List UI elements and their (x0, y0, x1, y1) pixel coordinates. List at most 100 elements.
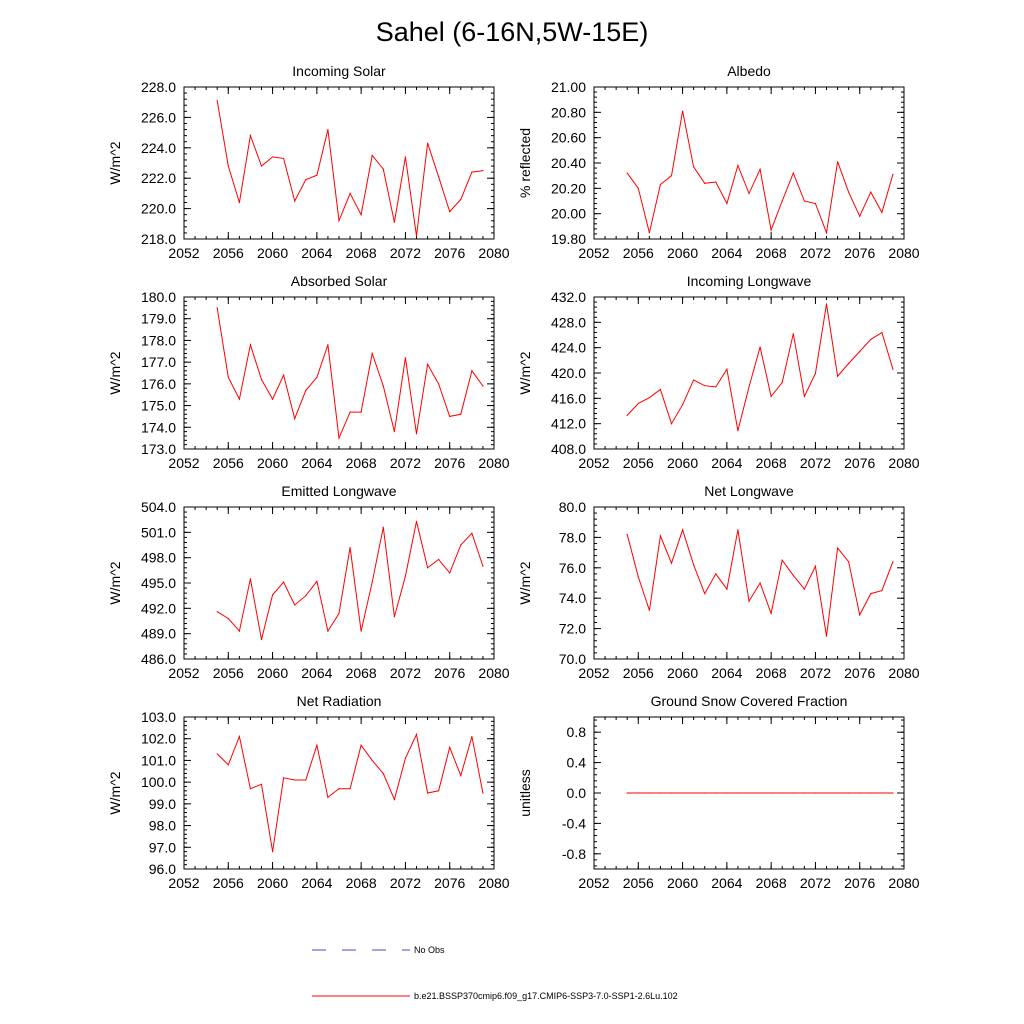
data-point (327, 630, 329, 632)
data-point (737, 430, 739, 432)
data-point (803, 792, 805, 794)
chart-title: Ground Snow Covered Fraction (651, 693, 848, 709)
y-tick-label: 97.0 (149, 839, 176, 855)
data-point (737, 529, 739, 531)
x-tick-label: 2076 (844, 875, 875, 891)
data-point (438, 383, 440, 385)
data-point (659, 792, 662, 794)
data-point (870, 191, 872, 193)
data-point (704, 593, 706, 595)
data-point (836, 792, 839, 794)
legend: No Obs b.e21.BSSP370cmip6.f09_g17.CMIP6-… (312, 945, 678, 1001)
data-point (781, 559, 783, 561)
x-tick-label: 2068 (756, 875, 787, 891)
data-point (404, 156, 407, 158)
data-point (438, 790, 440, 792)
data-point (792, 333, 794, 335)
x-tick-label: 2056 (213, 665, 244, 681)
x-tick-label: 2080 (888, 665, 919, 681)
y-tick-label: 486.0 (141, 651, 176, 667)
chart-panel-5: Emitted Longwave W/m^2 2052 2056 2060 2064 206… (107, 483, 510, 681)
x-tick-label: 2060 (667, 665, 698, 681)
data-point (360, 411, 362, 413)
y-tick-label: 498.0 (141, 550, 176, 566)
x-tick-label: 2064 (301, 875, 332, 891)
plot-frame (183, 716, 495, 870)
data-point (670, 562, 673, 564)
data-point (748, 386, 750, 388)
data-point (415, 520, 418, 522)
data-point (426, 363, 429, 365)
data-point (848, 792, 850, 794)
x-tick-label: 2052 (168, 875, 199, 891)
data-point (792, 792, 794, 794)
y-tick-label: 224.0 (141, 140, 176, 156)
y-tick-label: 78.0 (559, 529, 586, 545)
data-point (238, 630, 240, 632)
data-point (482, 565, 484, 567)
chart-title: Albedo (727, 63, 771, 79)
y-axis-label: W/m^2 (517, 561, 533, 604)
data-point (626, 172, 628, 174)
y-tick-label: 96.0 (149, 861, 176, 877)
data-point (294, 604, 296, 606)
data-point (859, 614, 861, 616)
data-point (715, 181, 717, 183)
data-point (393, 221, 395, 223)
data-point (693, 379, 695, 381)
y-tick-label: 74.0 (559, 590, 586, 606)
x-tick-label: 2068 (756, 665, 787, 681)
chart-title: Absorbed Solar (291, 273, 388, 289)
x-tick-label: 2060 (257, 245, 288, 261)
data-point (803, 588, 805, 590)
data-point (371, 759, 373, 762)
x-tick-label: 2080 (888, 455, 919, 471)
data-point (870, 338, 872, 341)
series-line (216, 307, 484, 441)
data-point (460, 413, 462, 415)
plot-frame (593, 296, 905, 450)
data-point (748, 600, 750, 602)
data-point (371, 352, 373, 355)
data-point (438, 558, 440, 560)
data-point (693, 564, 695, 566)
data-point (881, 590, 883, 592)
data-point (848, 561, 850, 563)
data-point (327, 344, 329, 346)
data-point (360, 744, 362, 746)
data-point (759, 346, 761, 348)
x-tick-label: 2064 (301, 455, 332, 471)
data-point (870, 792, 872, 794)
plot-frame (593, 86, 905, 240)
data-point (404, 757, 407, 759)
data-point (859, 350, 861, 353)
x-tick-label: 2072 (390, 245, 421, 261)
y-tick-label: -0.8 (562, 846, 586, 862)
chart-panel-2: Albedo % reflected 2052 2056 2060 2064 2068 207… (517, 63, 920, 261)
data-point (681, 792, 684, 794)
x-tick-label: 2052 (168, 455, 199, 471)
data-point (781, 792, 783, 794)
data-point (726, 202, 728, 205)
y-tick-label: 424.0 (551, 340, 586, 356)
plot-frame (183, 296, 495, 450)
chart-panel-6: Net Longwave W/m^2 2052 2056 2060 2064 2068 207… (517, 483, 920, 681)
data-point (349, 546, 351, 549)
data-point (271, 398, 274, 400)
series-line (216, 732, 484, 852)
y-tick-label: 20.60 (551, 130, 586, 146)
data-point (382, 526, 384, 528)
data-point (748, 192, 750, 194)
data-point (792, 574, 794, 577)
data-point (836, 375, 839, 377)
chart-title: Net Longwave (704, 483, 794, 499)
data-point (238, 735, 240, 738)
data-point (715, 792, 717, 794)
x-tick-label: 2064 (711, 875, 742, 891)
data-point (283, 581, 285, 583)
data-point (371, 154, 373, 156)
panels-group: Incoming Solar W/m^2 2052 2056 2060 2064 2068 2… (107, 63, 920, 891)
data-point (449, 572, 451, 574)
data-point (681, 529, 684, 531)
